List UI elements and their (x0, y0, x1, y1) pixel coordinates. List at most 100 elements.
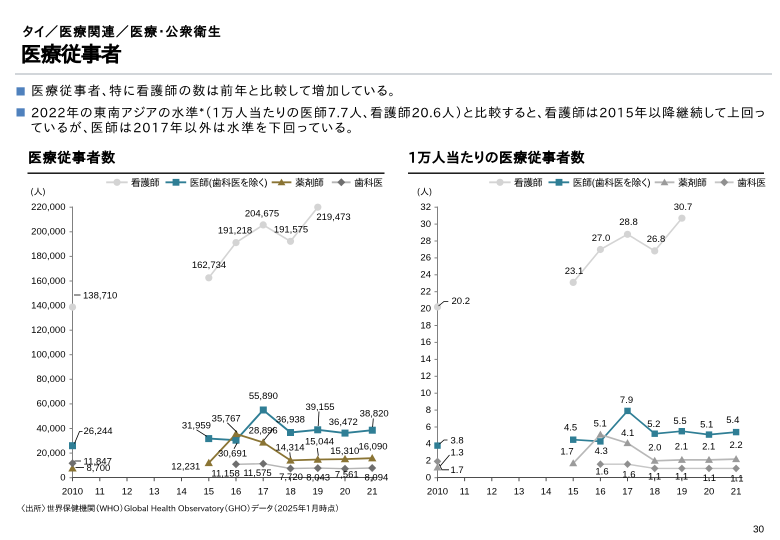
svg-text:191,575: 191,575 (274, 224, 308, 235)
svg-text:27.0: 27.0 (592, 233, 611, 244)
svg-text:30: 30 (753, 525, 765, 536)
svg-text:32: 32 (420, 202, 431, 213)
svg-text:12: 12 (122, 487, 133, 498)
svg-text:22: 22 (420, 287, 431, 298)
svg-text:8,700: 8,700 (87, 463, 111, 474)
svg-text:2.1: 2.1 (675, 441, 688, 452)
svg-text:1.1: 1.1 (648, 471, 661, 482)
svg-text:220,000: 220,000 (31, 202, 65, 213)
svg-text:26: 26 (420, 253, 431, 264)
svg-text:4.1: 4.1 (621, 428, 634, 439)
svg-text:11,158: 11,158 (211, 469, 239, 480)
svg-text:4.5: 4.5 (564, 423, 577, 434)
svg-text:16: 16 (420, 337, 431, 348)
svg-text:204,675: 204,675 (245, 208, 279, 219)
svg-text:13: 13 (149, 487, 160, 498)
svg-text:12: 12 (487, 487, 498, 498)
svg-text:2010: 2010 (62, 487, 83, 498)
svg-text:5.4: 5.4 (726, 415, 739, 426)
svg-text:30,691: 30,691 (218, 449, 247, 460)
svg-text:11: 11 (460, 487, 470, 498)
svg-text:10: 10 (420, 388, 431, 399)
svg-text:200,000: 200,000 (31, 227, 65, 238)
svg-text:18: 18 (420, 320, 431, 331)
svg-text:15: 15 (204, 487, 215, 498)
svg-text:191,218: 191,218 (218, 226, 252, 237)
svg-text:39,155: 39,155 (305, 402, 334, 413)
svg-text:17: 17 (622, 487, 633, 498)
svg-text:1.7: 1.7 (451, 465, 464, 476)
svg-text:28,896: 28,896 (249, 425, 278, 436)
svg-text:15,310: 15,310 (330, 446, 359, 457)
svg-text:180,000: 180,000 (31, 251, 65, 262)
svg-text:160,000: 160,000 (31, 276, 65, 287)
svg-text:3.8: 3.8 (451, 436, 464, 447)
svg-text:138,710: 138,710 (83, 290, 117, 301)
svg-text:16: 16 (231, 487, 242, 498)
svg-text:16: 16 (595, 487, 606, 498)
svg-text:80,000: 80,000 (36, 374, 65, 385)
svg-text:38,820: 38,820 (360, 409, 389, 420)
svg-text:4.3: 4.3 (595, 446, 608, 457)
svg-text:21: 21 (731, 487, 742, 498)
svg-text:20: 20 (340, 487, 351, 498)
svg-text:60,000: 60,000 (36, 399, 65, 410)
svg-text:1.6: 1.6 (595, 466, 608, 477)
svg-text:5.5: 5.5 (673, 416, 686, 427)
svg-text:5.2: 5.2 (647, 419, 660, 430)
svg-text:2.0: 2.0 (648, 443, 661, 454)
svg-text:4: 4 (426, 439, 431, 450)
svg-text:36,472: 36,472 (329, 417, 358, 428)
svg-text:40,000: 40,000 (36, 423, 65, 434)
svg-text:11: 11 (95, 487, 105, 498)
svg-text:2010: 2010 (427, 487, 448, 498)
svg-text:1.1: 1.1 (703, 473, 716, 484)
svg-text:18: 18 (285, 487, 296, 498)
svg-text:11,575: 11,575 (243, 468, 271, 479)
svg-text:120,000: 120,000 (31, 325, 65, 336)
svg-text:1.6: 1.6 (622, 469, 635, 480)
svg-text:1.3: 1.3 (451, 448, 464, 459)
svg-text:5.1: 5.1 (700, 419, 713, 430)
svg-text:5.1: 5.1 (594, 418, 607, 429)
svg-text:19: 19 (313, 487, 324, 498)
svg-text:162,734: 162,734 (192, 260, 226, 271)
svg-text:55,890: 55,890 (249, 391, 278, 402)
svg-text:28: 28 (420, 236, 431, 247)
svg-text:2.1: 2.1 (702, 441, 715, 452)
svg-text:19: 19 (677, 487, 688, 498)
svg-text:15,044: 15,044 (305, 436, 334, 447)
svg-text:30: 30 (420, 219, 431, 230)
svg-text:26.8: 26.8 (647, 234, 666, 245)
svg-text:35,767: 35,767 (212, 413, 241, 424)
svg-text:2.2: 2.2 (729, 440, 742, 451)
svg-text:100,000: 100,000 (31, 350, 65, 361)
svg-text:8,043: 8,043 (306, 472, 330, 483)
svg-text:14,314: 14,314 (275, 443, 304, 454)
svg-text:31,959: 31,959 (182, 420, 211, 431)
svg-text:14: 14 (420, 354, 431, 365)
svg-text:219,473: 219,473 (316, 212, 350, 223)
svg-text:30.7: 30.7 (674, 202, 693, 213)
svg-text:20: 20 (704, 487, 715, 498)
svg-text:13: 13 (514, 487, 525, 498)
svg-text:17: 17 (258, 487, 269, 498)
svg-text:20: 20 (420, 303, 431, 314)
svg-text:0: 0 (426, 473, 431, 484)
svg-text:1.1: 1.1 (675, 471, 688, 482)
svg-text:20.2: 20.2 (452, 296, 471, 307)
svg-text:12: 12 (420, 371, 431, 382)
svg-text:15: 15 (568, 487, 579, 498)
svg-text:1.1: 1.1 (730, 474, 743, 485)
svg-text:21: 21 (367, 487, 378, 498)
svg-text:0: 0 (60, 473, 65, 484)
svg-text:18: 18 (649, 487, 660, 498)
svg-text:20,000: 20,000 (36, 448, 65, 459)
svg-text:140,000: 140,000 (31, 300, 65, 311)
svg-text:6: 6 (426, 422, 431, 433)
svg-text:7,720: 7,720 (279, 472, 303, 483)
svg-text:14: 14 (541, 487, 552, 498)
svg-text:12,231: 12,231 (171, 462, 200, 473)
svg-text:2: 2 (426, 456, 431, 467)
svg-text:26,244: 26,244 (84, 426, 113, 437)
